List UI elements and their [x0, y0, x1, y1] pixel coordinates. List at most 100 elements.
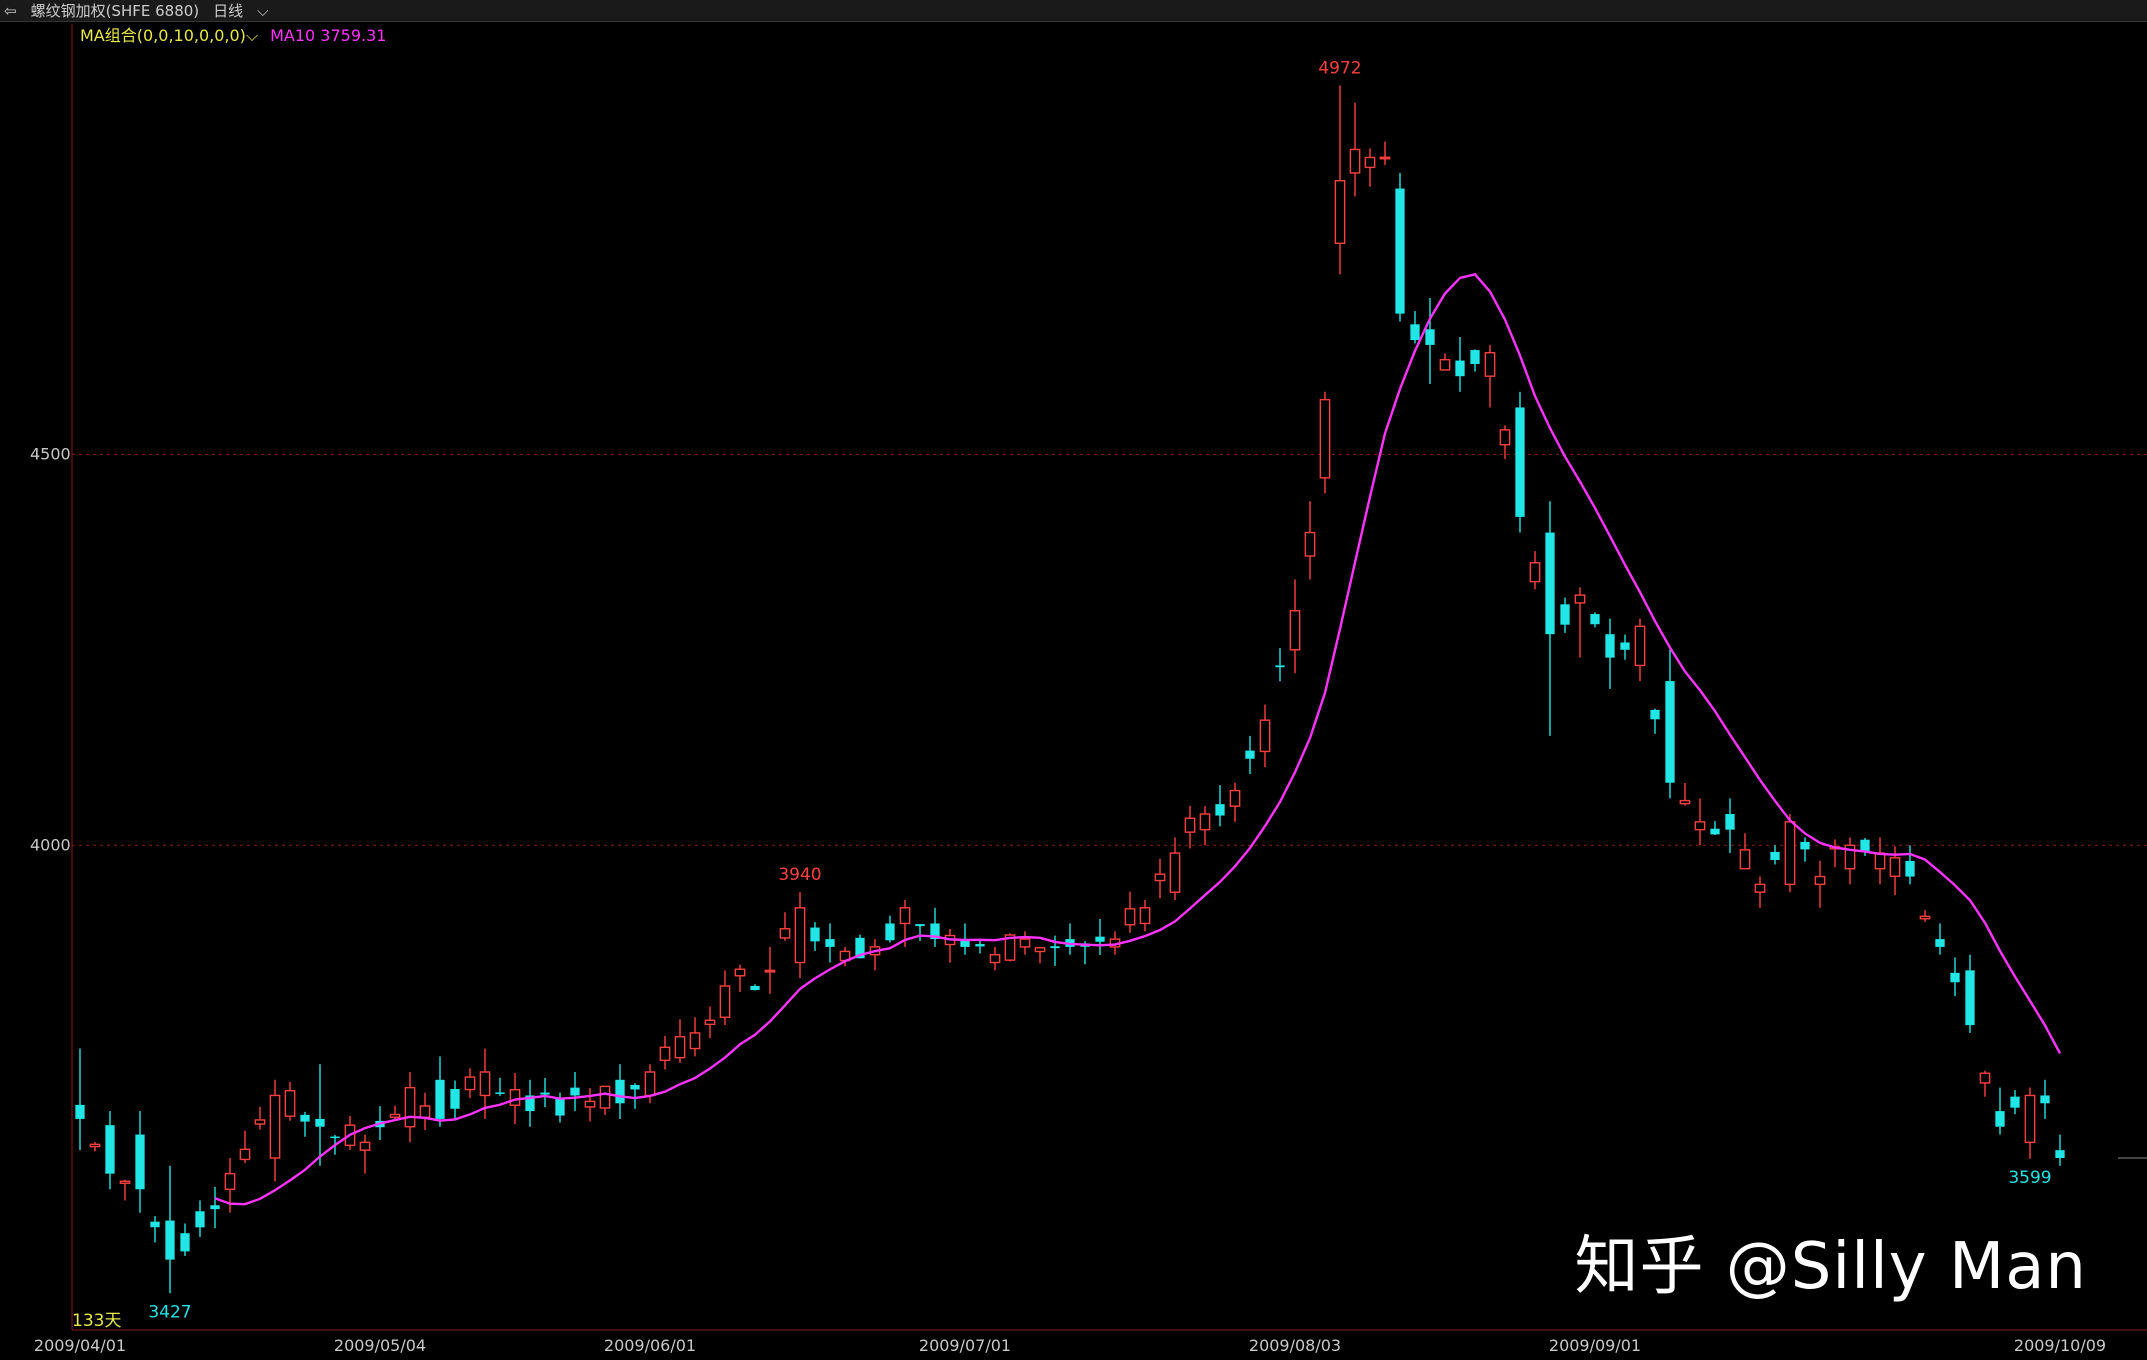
candle-body-up — [794, 907, 806, 964]
chevron-down-icon: ⌵ — [257, 2, 269, 20]
candle-body-up — [1484, 352, 1496, 377]
candle-body-up — [1184, 817, 1196, 833]
annotation-low: 3427 — [148, 1302, 191, 1322]
candle-body-down — [315, 1118, 325, 1127]
y-tick-label: 4500 — [30, 444, 71, 463]
candle-body-down — [105, 1125, 115, 1174]
candle-body-up — [1019, 938, 1031, 948]
candle-body-up — [764, 969, 776, 973]
candle-body-down — [165, 1220, 175, 1260]
candle-body-down — [540, 1092, 550, 1095]
candle-body-up — [1319, 398, 1331, 479]
candle-body-down — [300, 1114, 310, 1122]
candle-body-up — [1229, 789, 1241, 807]
candle-body-down — [1515, 407, 1525, 517]
annotation-high: 3940 — [778, 865, 821, 885]
candle-body-down — [1560, 604, 1570, 625]
candle-body-up — [389, 1113, 401, 1118]
candle-body-up — [89, 1143, 101, 1148]
candle-body-down — [2040, 1095, 2050, 1104]
candle-body-down — [930, 923, 940, 940]
candle-body-up — [1739, 849, 1751, 870]
candle-body-up — [1499, 429, 1511, 446]
candle-body-down — [2055, 1150, 2065, 1158]
candle-body-down — [630, 1084, 640, 1090]
candle-body-down — [1275, 665, 1285, 668]
candle-body-up — [1874, 852, 1886, 870]
candle-body-up — [689, 1032, 701, 1050]
axes-layer: 4000 4500 2009/04/01 2009/05/04 2009/06/01 20… — [30, 24, 2147, 1355]
candle-body-up — [704, 1019, 716, 1026]
candle-body-down — [810, 927, 820, 942]
candle-body-up — [644, 1071, 656, 1097]
candle-body-up — [1814, 875, 1826, 886]
period-label: 日线 — [213, 2, 244, 20]
candle-body-up — [674, 1036, 686, 1059]
x-tick-label: 2009/05/04 — [334, 1336, 426, 1355]
candle-body-down — [495, 1092, 505, 1094]
candles-layer — [75, 85, 2065, 1294]
candle-body-down — [1050, 946, 1060, 949]
candle-body-down — [1455, 360, 1465, 377]
candle-body-down — [885, 923, 895, 941]
watermark: 知乎 @Silly Man — [1574, 1230, 2087, 1304]
x-tick-label: 2009/06/01 — [604, 1336, 696, 1355]
candle-body-down — [1935, 939, 1945, 947]
candle-body-down — [150, 1221, 160, 1228]
candle-body-up — [284, 1089, 296, 1117]
candle-body-up — [719, 985, 731, 1018]
x-tick-label: 2009/09/01 — [1549, 1336, 1641, 1355]
candle-body-up — [224, 1172, 236, 1190]
candle-body-up — [1784, 821, 1796, 886]
annotation-low: 3599 — [2008, 1168, 2051, 1188]
candle-body-up — [479, 1071, 491, 1097]
candle-body-up — [1259, 719, 1271, 753]
candle-body-up — [1004, 934, 1016, 961]
instrument-name[interactable]: 螺纹钢加权(SHFE 6880) — [30, 2, 200, 20]
candle-body-down — [450, 1089, 460, 1109]
candle-body-down — [915, 924, 925, 927]
candle-body-up — [1289, 610, 1301, 651]
ma-combo-label[interactable]: MA组合(0,0,10,0,0,0) — [80, 26, 246, 45]
back-arrow-icon[interactable]: ⇦ — [4, 2, 17, 20]
candle-body-up — [1124, 908, 1136, 926]
candle-body-up — [1754, 883, 1766, 893]
candle-body-up — [1919, 915, 1931, 920]
candle-body-up — [1889, 857, 1901, 877]
candle-body-down — [1590, 614, 1600, 625]
candle-body-up — [119, 1180, 131, 1184]
x-tick-label: 2009/07/01 — [919, 1336, 1011, 1355]
candle-body-up — [1139, 907, 1151, 925]
candle-body-down — [1725, 814, 1735, 830]
candle-body-up — [989, 954, 1001, 964]
candle-body-down — [1710, 828, 1720, 835]
candle-body-down — [195, 1211, 205, 1228]
candle-body-up — [1439, 358, 1451, 371]
chevron-down-icon[interactable]: ⌵ — [245, 26, 259, 45]
candle-body-up — [419, 1105, 431, 1119]
candle-body-down — [75, 1104, 85, 1119]
candle-body-down — [1950, 972, 1960, 983]
candle-body-up — [1334, 180, 1346, 244]
candle-body-down — [1905, 860, 1915, 877]
annotation-high: 4972 — [1318, 58, 1361, 78]
candle-body-up — [1364, 156, 1376, 169]
title-bar: ⇦ 螺纹钢加权(SHFE 6880) 日线 ⌵ — [0, 0, 2147, 22]
candle-body-down — [1665, 681, 1675, 783]
candle-body-down — [1620, 642, 1630, 650]
ma10-value: MA10 3759.31 — [270, 26, 387, 45]
candle-body-down — [975, 944, 985, 947]
candle-body-down — [1860, 839, 1870, 852]
ma10-line-layer — [214, 273, 2062, 1206]
candle-body-up — [1679, 799, 1691, 805]
candle-body-up — [599, 1085, 611, 1109]
candle-body-up — [404, 1086, 416, 1128]
candle-body-up — [1034, 947, 1046, 953]
bar-count: 133天 — [72, 1311, 122, 1331]
period-selector[interactable]: 日线 ⌵ — [213, 2, 282, 20]
candle-body-down — [1425, 329, 1435, 345]
candle-body-down — [1395, 188, 1405, 314]
candle-body-up — [1304, 531, 1316, 557]
candle-body-up — [1574, 594, 1586, 604]
candle-body-up — [1154, 873, 1166, 882]
